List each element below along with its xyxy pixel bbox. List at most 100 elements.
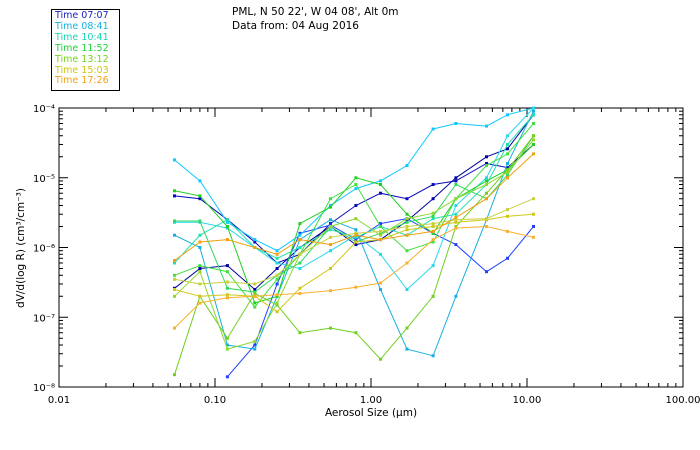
series-point	[275, 303, 279, 307]
series-point	[275, 249, 279, 253]
series-point	[198, 264, 202, 268]
series-point	[532, 138, 535, 142]
series-point	[173, 219, 176, 223]
series-point	[275, 310, 279, 314]
y-tick-label: 10⁻⁵	[33, 174, 55, 185]
series-point	[225, 218, 229, 222]
series-point	[454, 218, 458, 222]
legend-items: Time 07:07 Time 08:41 Time 10:41 Time 11:52…	[55, 10, 119, 87]
y-tick-label: 10⁻⁸	[33, 383, 55, 394]
series-point	[454, 215, 458, 219]
series-point	[379, 252, 382, 256]
series-point	[405, 233, 409, 237]
series-point	[431, 211, 435, 215]
series-point	[198, 219, 202, 223]
series-point	[275, 252, 279, 256]
series-point	[379, 229, 382, 233]
series-point	[454, 220, 458, 224]
series-point	[253, 282, 257, 286]
series-point	[225, 220, 229, 224]
series-point	[275, 301, 279, 305]
series-point	[485, 225, 488, 228]
series-point	[454, 122, 458, 125]
series-point	[275, 277, 279, 281]
series-point	[431, 183, 435, 186]
series-point	[354, 183, 358, 186]
series-point	[253, 339, 257, 343]
series-point	[485, 162, 488, 165]
series-point	[354, 228, 358, 232]
series-point	[173, 294, 176, 298]
series-point	[405, 225, 409, 228]
series-point	[198, 194, 202, 198]
series-point	[253, 343, 257, 347]
series-point	[506, 229, 509, 233]
series-point	[405, 249, 409, 253]
series-point	[485, 197, 488, 201]
series-point	[354, 204, 358, 207]
series-point	[379, 288, 382, 291]
series-point	[405, 197, 409, 201]
series-point	[173, 194, 176, 198]
chart-header: PML, N 50 22', W 04 08', Alt 0m Data fro…	[232, 5, 399, 33]
series-point	[298, 291, 302, 295]
series-point	[198, 301, 202, 305]
series-line	[174, 144, 534, 264]
series-point	[354, 217, 358, 221]
series-point	[329, 225, 332, 228]
series-point	[506, 147, 509, 151]
series-point	[329, 197, 332, 201]
series-point	[431, 127, 435, 131]
series-point	[354, 238, 358, 242]
series-point	[275, 267, 279, 270]
series-point	[329, 267, 332, 270]
series-point	[405, 326, 409, 330]
series-point	[431, 264, 435, 268]
series-point	[454, 243, 458, 247]
series-point	[298, 246, 302, 249]
series-point	[431, 225, 435, 228]
series-point	[379, 233, 382, 237]
series-point	[454, 225, 458, 228]
series-point	[253, 347, 257, 351]
series-point	[298, 252, 302, 256]
series-point	[173, 259, 176, 262]
series-point	[329, 249, 332, 253]
series-point	[431, 240, 435, 244]
series-point	[485, 179, 488, 183]
series-point	[225, 280, 229, 284]
series-point	[253, 238, 257, 242]
series-point	[532, 235, 535, 239]
series-point	[329, 326, 332, 330]
series-point	[253, 294, 257, 298]
series-point	[275, 282, 279, 286]
x-tick-label: 10.00	[513, 395, 542, 406]
series-point	[379, 179, 382, 183]
series-line	[174, 107, 534, 291]
x-tick-label: 0.01	[48, 395, 70, 406]
series-point	[506, 113, 509, 117]
x-tick-label: 100.00	[666, 395, 700, 406]
legend-item: Time 15:03	[55, 64, 109, 76]
series-point	[431, 229, 435, 233]
axis-ticks	[58, 107, 684, 388]
series-point	[405, 347, 409, 351]
series-point	[225, 286, 229, 290]
series-point	[454, 197, 458, 201]
series-point	[485, 217, 488, 221]
series-point	[379, 183, 382, 186]
series-point	[253, 288, 257, 291]
series-point	[431, 214, 435, 218]
series-point	[198, 282, 202, 286]
series-point	[275, 293, 279, 297]
series-point	[454, 183, 458, 186]
series-point	[173, 233, 176, 237]
x-axis-label: Aerosol Size (μm)	[325, 407, 417, 419]
series-point	[354, 235, 358, 239]
series-point	[329, 218, 332, 222]
y-tick-label: 10⁻⁶	[33, 244, 55, 255]
series-point	[431, 294, 435, 298]
series-point	[431, 238, 435, 242]
series-point	[379, 225, 382, 228]
series-point	[379, 191, 382, 195]
